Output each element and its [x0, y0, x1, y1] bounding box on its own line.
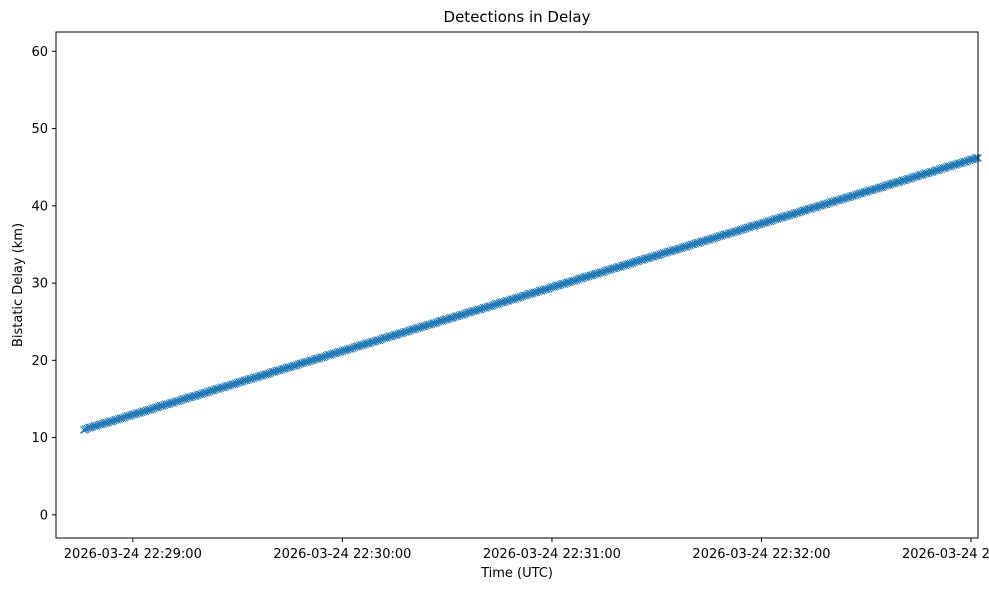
x-axis: 2026-03-24 22:29:00 2026-03-24 22:30:00 20… — [64, 538, 989, 562]
y-tick-label: 10 — [31, 431, 48, 446]
plot-area — [79, 153, 982, 434]
y-tick-label: 60 — [31, 45, 48, 60]
x-tick-label: 2026-03-24 22:30:00 — [273, 547, 411, 562]
x-tick-label: 2026-03-24 22:29:00 — [64, 547, 202, 562]
y-tick-label: 50 — [31, 122, 48, 137]
x-axis-label: Time (UTC) — [480, 566, 553, 581]
chart-title: Detections in Delay — [444, 8, 591, 26]
plot-frame — [55, 31, 979, 539]
x-tick-label: 2026-03-24 22:31:00 — [483, 547, 621, 562]
data-point — [972, 153, 981, 162]
y-tick-label: 0 — [40, 508, 48, 523]
y-tick-label: 20 — [31, 354, 48, 369]
y-tick-label: 30 — [31, 277, 48, 292]
y-axis-label: Bistatic Delay (km) — [11, 223, 26, 347]
y-tick-label: 40 — [31, 199, 48, 214]
x-tick-label: 2026-03-24 22:32:00 — [692, 547, 830, 562]
y-axis: 0 10 20 30 40 50 60 — [31, 45, 56, 523]
x-tick-label: 2026-03-24 22:33:00 — [902, 547, 989, 562]
